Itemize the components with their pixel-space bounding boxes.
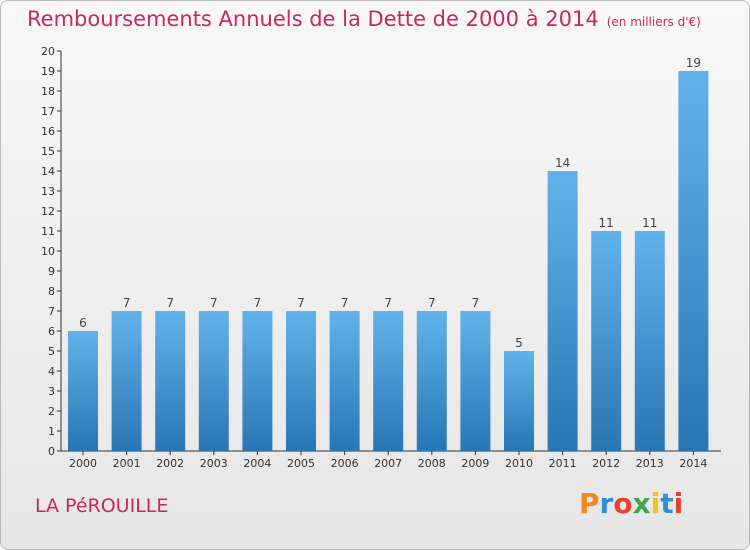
x-tick-label: 2005: [287, 457, 315, 470]
chart-title-text: Remboursements Annuels de la Dette de 20…: [27, 7, 599, 31]
bar: [416, 311, 447, 451]
logo-letter: P: [579, 487, 600, 520]
x-tick-label: 2006: [331, 457, 359, 470]
y-tick-label: 1: [48, 425, 55, 438]
bar-value-label: 7: [428, 296, 436, 310]
x-tick-label: 2010: [505, 457, 533, 470]
bar-value-label: 5: [515, 336, 523, 350]
x-tick-label: 2011: [549, 457, 577, 470]
x-tick-label: 2003: [200, 457, 228, 470]
y-tick-label: 10: [41, 245, 55, 258]
y-tick-label: 6: [48, 325, 55, 338]
bar: [678, 71, 709, 451]
y-tick-label: 12: [41, 205, 55, 218]
y-tick-label: 16: [41, 125, 55, 138]
x-tick-label: 2009: [461, 457, 489, 470]
y-tick-label: 4: [48, 365, 55, 378]
logo-letter: i: [650, 487, 661, 520]
bar-value-label: 7: [166, 296, 174, 310]
y-tick-label: 18: [41, 85, 55, 98]
bar: [198, 311, 229, 451]
y-tick-label: 8: [48, 285, 55, 298]
y-tick-label: 14: [41, 165, 55, 178]
x-tick-label: 2002: [156, 457, 184, 470]
bar-value-label: 11: [642, 216, 657, 230]
bar: [373, 311, 404, 451]
bar-value-label: 7: [297, 296, 305, 310]
bar: [286, 311, 316, 451]
bar-value-label: 7: [472, 296, 480, 310]
x-tick-label: 2013: [636, 457, 664, 470]
y-tick-label: 15: [41, 145, 55, 158]
bar-value-label: 7: [210, 296, 218, 310]
y-tick-label: 19: [41, 65, 55, 78]
y-tick-label: 5: [48, 345, 55, 358]
y-tick-label: 2: [48, 405, 55, 418]
logo-letter: t: [660, 487, 674, 520]
chart-subtitle: (en milliers d'€): [606, 15, 701, 29]
x-tick-label: 2007: [374, 457, 402, 470]
y-tick-label: 3: [48, 385, 55, 398]
x-tick-label: 2000: [69, 457, 97, 470]
bar-value-label: 14: [555, 156, 570, 170]
x-tick-label: 2012: [592, 457, 620, 470]
bar: [242, 311, 273, 451]
bar: [634, 231, 665, 451]
bar-value-label: 7: [254, 296, 262, 310]
x-tick-label: 2008: [418, 457, 446, 470]
bar: [460, 311, 491, 451]
bar-value-label: 7: [123, 296, 131, 310]
logo-letter: i: [673, 487, 684, 520]
y-tick-label: 13: [41, 185, 55, 198]
bar: [155, 311, 186, 451]
x-tick-label: 2001: [113, 457, 141, 470]
bar: [547, 171, 578, 451]
y-tick-label: 9: [48, 265, 55, 278]
commune-name: LA PéROUILLE: [35, 495, 169, 517]
logo-letter: x: [632, 487, 651, 520]
bar-value-label: 11: [599, 216, 614, 230]
y-tick-label: 0: [48, 445, 55, 458]
chart-title: Remboursements Annuels de la Dette de 20…: [27, 7, 701, 31]
proxiti-logo: Proxiti: [579, 487, 683, 520]
y-tick-label: 20: [41, 45, 55, 58]
bar-value-label: 7: [341, 296, 349, 310]
bar: [111, 311, 142, 451]
bar: [504, 351, 534, 451]
x-tick-label: 2004: [243, 457, 271, 470]
y-tick-label: 7: [48, 305, 55, 318]
bar: [329, 311, 360, 451]
y-tick-label: 17: [41, 105, 55, 118]
bar: [591, 231, 622, 451]
bar-value-label: 7: [384, 296, 392, 310]
y-tick-label: 11: [41, 225, 55, 238]
x-tick-label: 2014: [679, 457, 707, 470]
logo-letter: o: [613, 487, 633, 520]
logo-letter: r: [599, 487, 614, 520]
bar: [68, 331, 98, 451]
bar-value-label: 6: [79, 316, 87, 330]
bar-value-label: 19: [686, 56, 701, 70]
